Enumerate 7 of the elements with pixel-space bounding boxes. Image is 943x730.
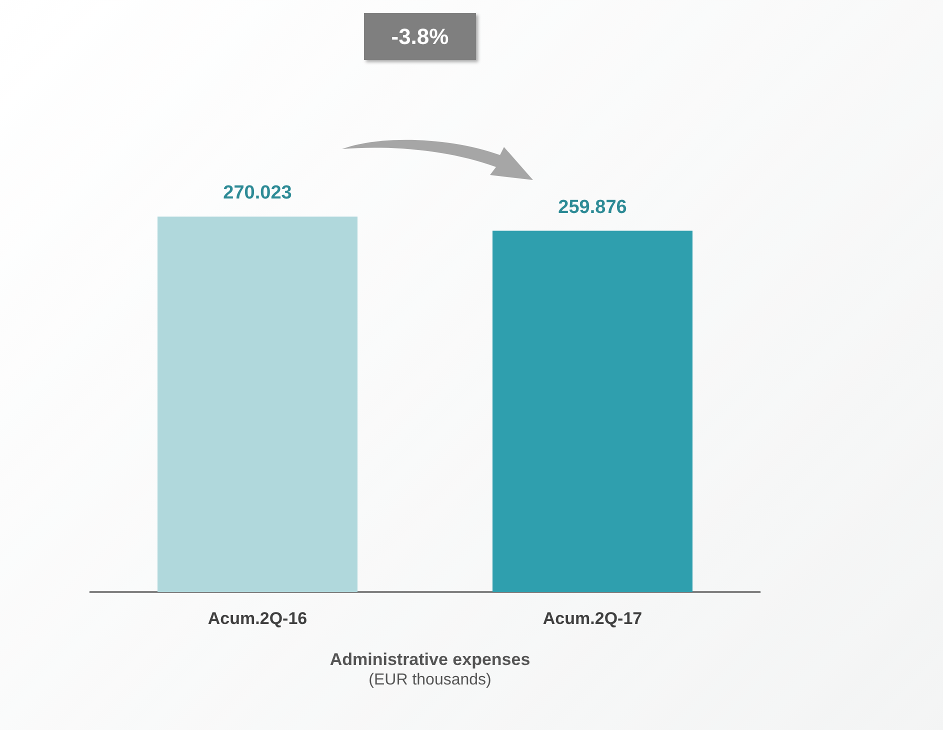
text: Administrative expenses [330, 650, 530, 669]
x-tick-label: Acum.2Q-17 [542, 609, 642, 628]
x-tick-label: Acum.2Q-16 [208, 609, 308, 628]
data-label: 259.876 [558, 196, 627, 218]
data-label: 270.023 [223, 182, 292, 204]
text: (EUR thousands) [368, 672, 492, 688]
text: -3.8% [364, 13, 476, 60]
